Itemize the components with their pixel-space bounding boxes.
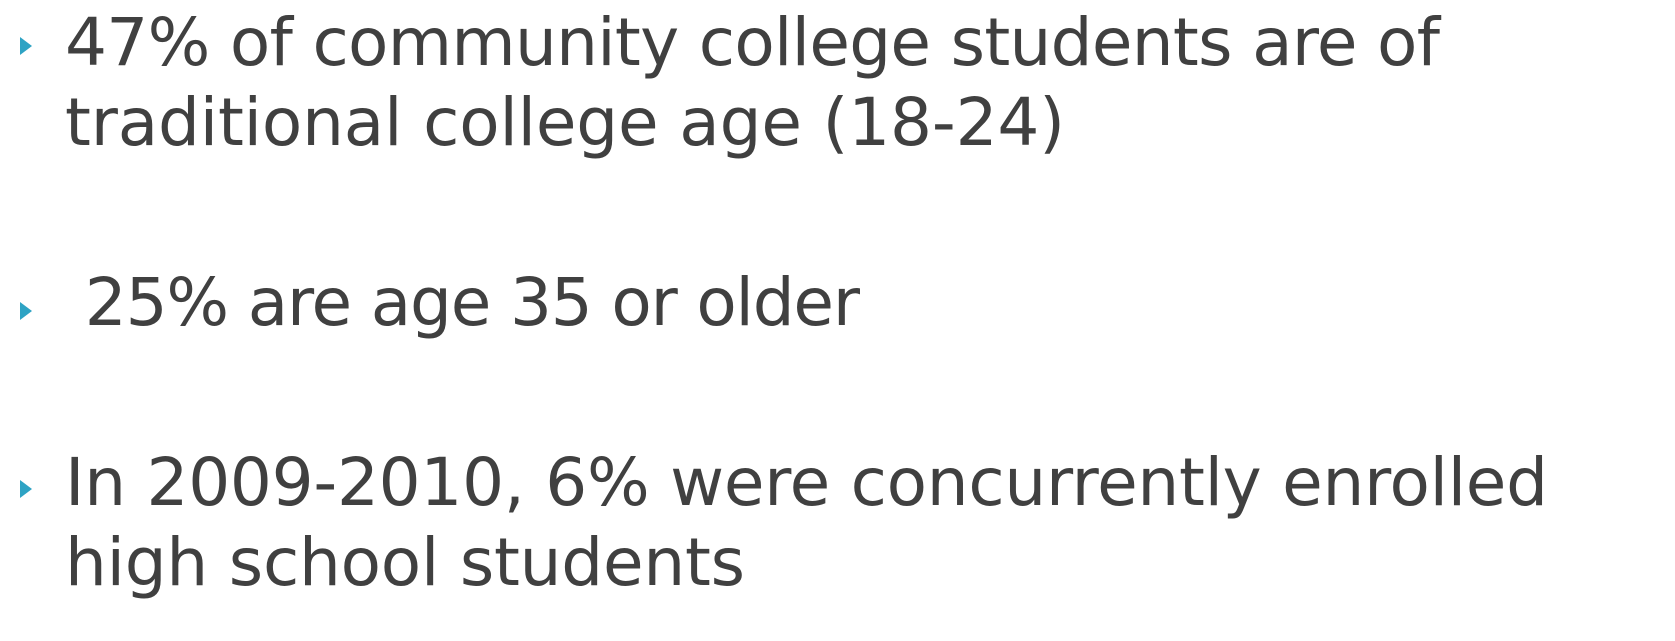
bullet-text: In 2009-2010, 6% were concurrently enrol…	[65, 444, 1548, 521]
bullet-marker	[20, 480, 32, 498]
bullet-text: 47% of community college students are of	[65, 4, 1442, 81]
bullet-marker	[20, 37, 32, 55]
bullet-text: 25% are age 35 or older	[65, 264, 861, 341]
bullet-marker	[20, 302, 32, 320]
bullet-text: high school students	[65, 524, 745, 601]
bullet-text: traditional college age (18-24)	[65, 84, 1065, 161]
